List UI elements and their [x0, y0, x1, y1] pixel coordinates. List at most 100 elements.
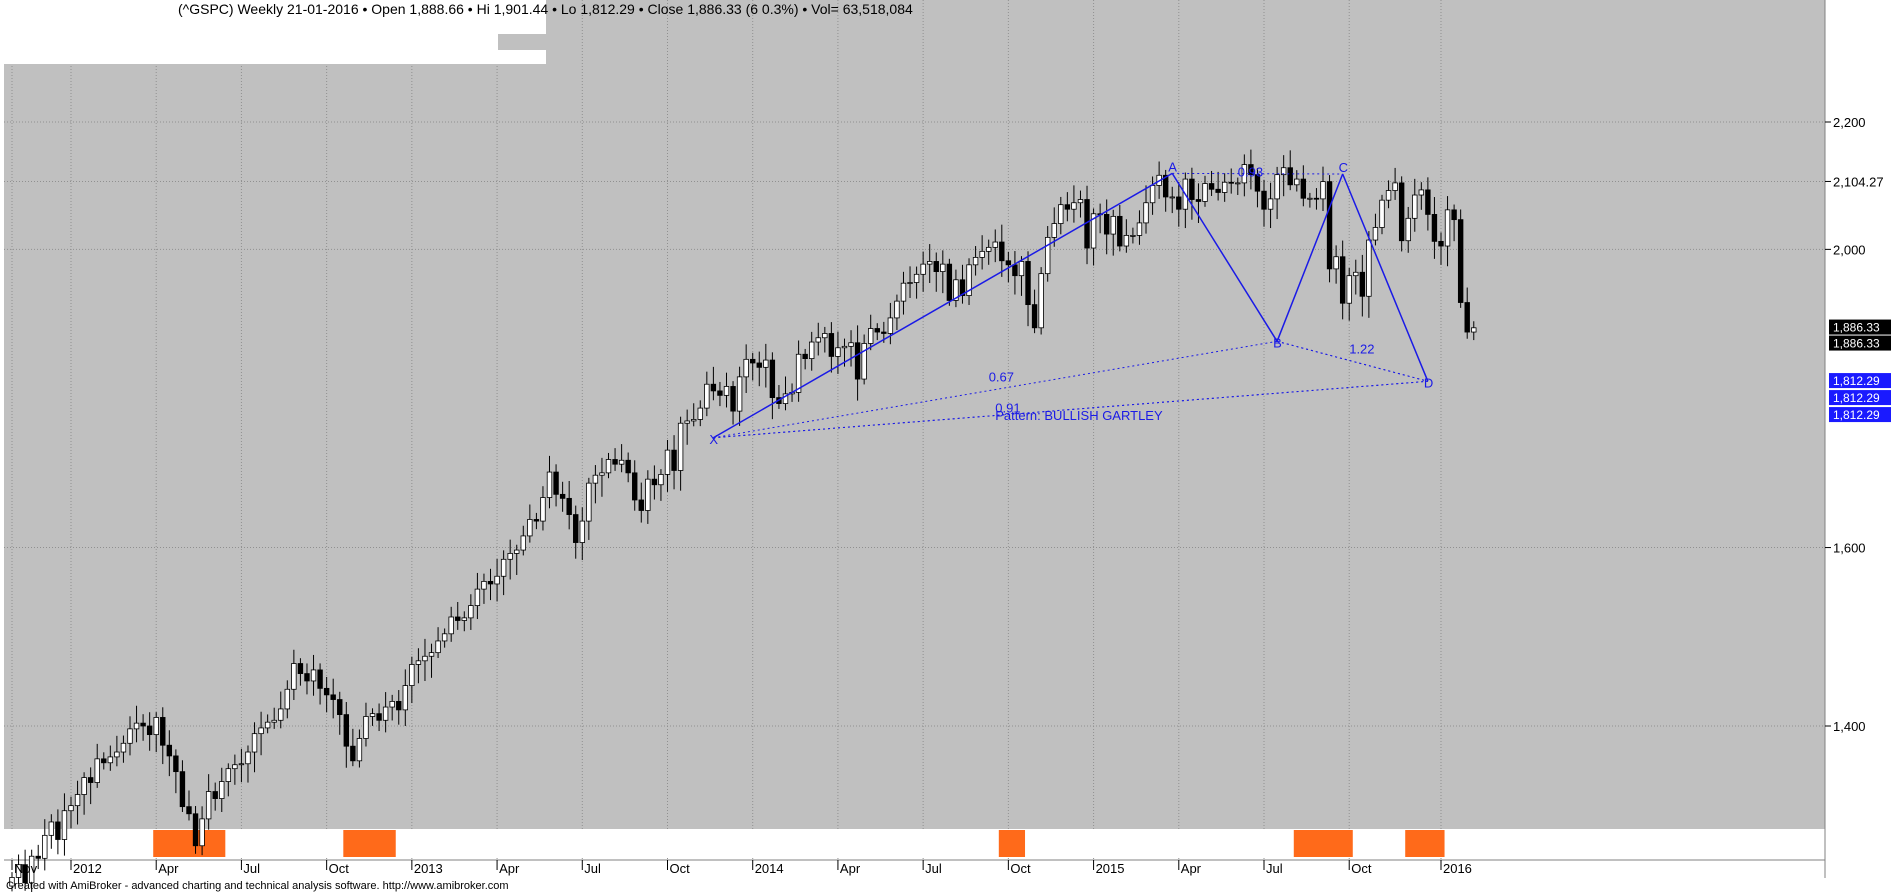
- candle: [402, 669, 408, 727]
- candle: [1071, 185, 1077, 223]
- candle: [894, 294, 900, 330]
- price-labels: 1,886.33 1,886.33 1,812.29 1,812.29 1,812.29: [1829, 319, 1891, 423]
- candle: [592, 465, 599, 504]
- candle-body: [1018, 261, 1025, 277]
- candle: [553, 464, 559, 507]
- candle-body: [940, 263, 946, 272]
- candle-body: [1267, 198, 1274, 210]
- candle-body: [966, 264, 972, 296]
- candle: [795, 340, 802, 402]
- candle-body: [101, 758, 107, 764]
- candle: [9, 872, 15, 892]
- candle: [179, 760, 186, 813]
- candle: [1464, 287, 1470, 339]
- candle-body: [828, 333, 835, 357]
- x-tick-label: Oct: [670, 861, 691, 876]
- candle: [186, 790, 192, 821]
- chart-header-title: (^GSPC) Weekly 21-01-2016 • Open 1,888.6…: [178, 1, 913, 17]
- candle: [28, 849, 35, 892]
- candle: [750, 352, 756, 381]
- candle-body: [697, 407, 703, 420]
- candle-body: [61, 810, 68, 840]
- candle-body: [527, 519, 533, 537]
- y-axis: 1,400 1,600 2,000 2,104.27 2,200: [1825, 115, 1884, 734]
- candle: [251, 722, 258, 773]
- candle-body: [592, 474, 599, 484]
- candle-body: [723, 386, 730, 396]
- candle: [1248, 149, 1254, 190]
- candle: [1044, 226, 1051, 282]
- candle: [874, 323, 880, 341]
- x-tick-label: Nov: [14, 861, 38, 876]
- candle-body: [605, 459, 612, 474]
- candle-body: [795, 353, 802, 393]
- candle-body: [946, 263, 953, 301]
- candle: [1379, 194, 1385, 235]
- candle: [1353, 259, 1359, 295]
- candle-body: [219, 781, 225, 799]
- candle: [304, 663, 310, 695]
- candle: [107, 745, 114, 771]
- candle: [310, 654, 317, 696]
- candle-body: [81, 777, 87, 795]
- price-label: 1,886.33: [1833, 337, 1880, 351]
- candle-body: [822, 333, 828, 339]
- candle-body: [212, 791, 218, 799]
- x-tick-label: Oct: [329, 861, 350, 876]
- candle-body: [1235, 182, 1241, 185]
- candle: [920, 251, 926, 292]
- candle: [468, 594, 474, 630]
- candle-body: [1280, 167, 1287, 176]
- x-axis: Nov 2012 Apr Jul Oct 2013 Apr Jul Oct 2014 Apr Jul O…: [11, 860, 1472, 876]
- candle-body: [671, 449, 677, 471]
- ribbon-segment: [1405, 830, 1445, 857]
- candle: [461, 611, 467, 632]
- footer-credit: Created with AmiBroker - advanced charti…: [6, 880, 509, 892]
- candle: [861, 334, 867, 385]
- x-tick-label: 2013: [414, 861, 443, 876]
- candle: [146, 712, 153, 751]
- candle: [1307, 192, 1313, 208]
- candle-body: [887, 317, 894, 334]
- candle-body: [861, 343, 867, 380]
- candle-body: [894, 300, 900, 319]
- candle: [1130, 227, 1136, 244]
- candle: [927, 244, 933, 283]
- y-tick-label: 2,200: [1833, 115, 1866, 130]
- candle: [573, 505, 579, 559]
- candle-body: [927, 261, 933, 265]
- candle-body: [1090, 213, 1097, 249]
- candle-body: [979, 250, 985, 258]
- candle: [854, 325, 861, 401]
- candle: [205, 774, 212, 830]
- candle: [1267, 182, 1274, 229]
- x-tick-label: Jul: [584, 861, 601, 876]
- x-tick-label: 2014: [755, 861, 784, 876]
- candle: [81, 772, 87, 815]
- candle: [697, 400, 703, 427]
- candle: [999, 224, 1005, 277]
- candle-body: [913, 273, 920, 283]
- candle: [802, 348, 808, 370]
- candle: [1038, 267, 1044, 335]
- y-tick-label: 1,400: [1833, 719, 1866, 734]
- candle-body: [271, 719, 277, 723]
- candle-body: [959, 279, 966, 296]
- candle-body: [1103, 214, 1110, 235]
- pattern-point-label: C: [1339, 160, 1348, 175]
- candle-body: [559, 493, 566, 499]
- candle: [219, 767, 225, 813]
- candle: [1471, 321, 1477, 341]
- candle: [15, 854, 22, 885]
- candle-body: [232, 764, 238, 770]
- candle-body: [1313, 197, 1320, 200]
- candle-body: [42, 834, 48, 859]
- candle-body: [881, 331, 887, 334]
- candle: [959, 264, 966, 304]
- candle: [350, 728, 356, 767]
- candle: [114, 735, 120, 767]
- candle: [743, 344, 749, 393]
- candle-body: [415, 660, 422, 665]
- candle-body: [363, 716, 369, 739]
